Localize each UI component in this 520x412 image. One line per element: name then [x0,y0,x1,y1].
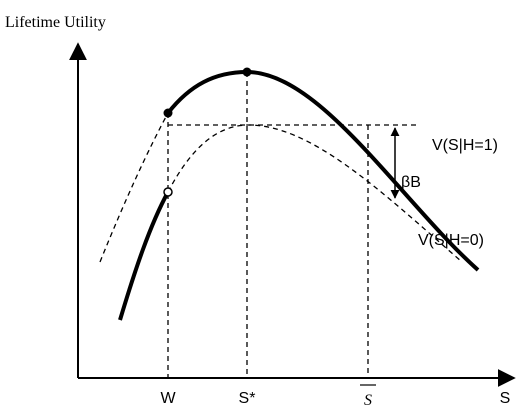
curve-h1-dashed [99,112,169,263]
gap-label: βB [401,174,421,191]
filled-point [163,108,173,118]
curve-h0-dashed [167,124,463,263]
x-marker: W [160,390,176,407]
x-marker: S [364,392,372,409]
open-point [163,187,173,197]
x-marker: S* [239,390,256,407]
curve-label: V(S|H=0) [418,232,484,249]
curve-h1 [166,69,480,272]
peak-point [242,67,252,77]
x-axis-label: S [500,390,511,407]
curve-low-segment [118,191,170,321]
y-axis-label: Lifetime Utility [5,14,106,31]
curve-label: V(S|H=1) [432,137,498,154]
